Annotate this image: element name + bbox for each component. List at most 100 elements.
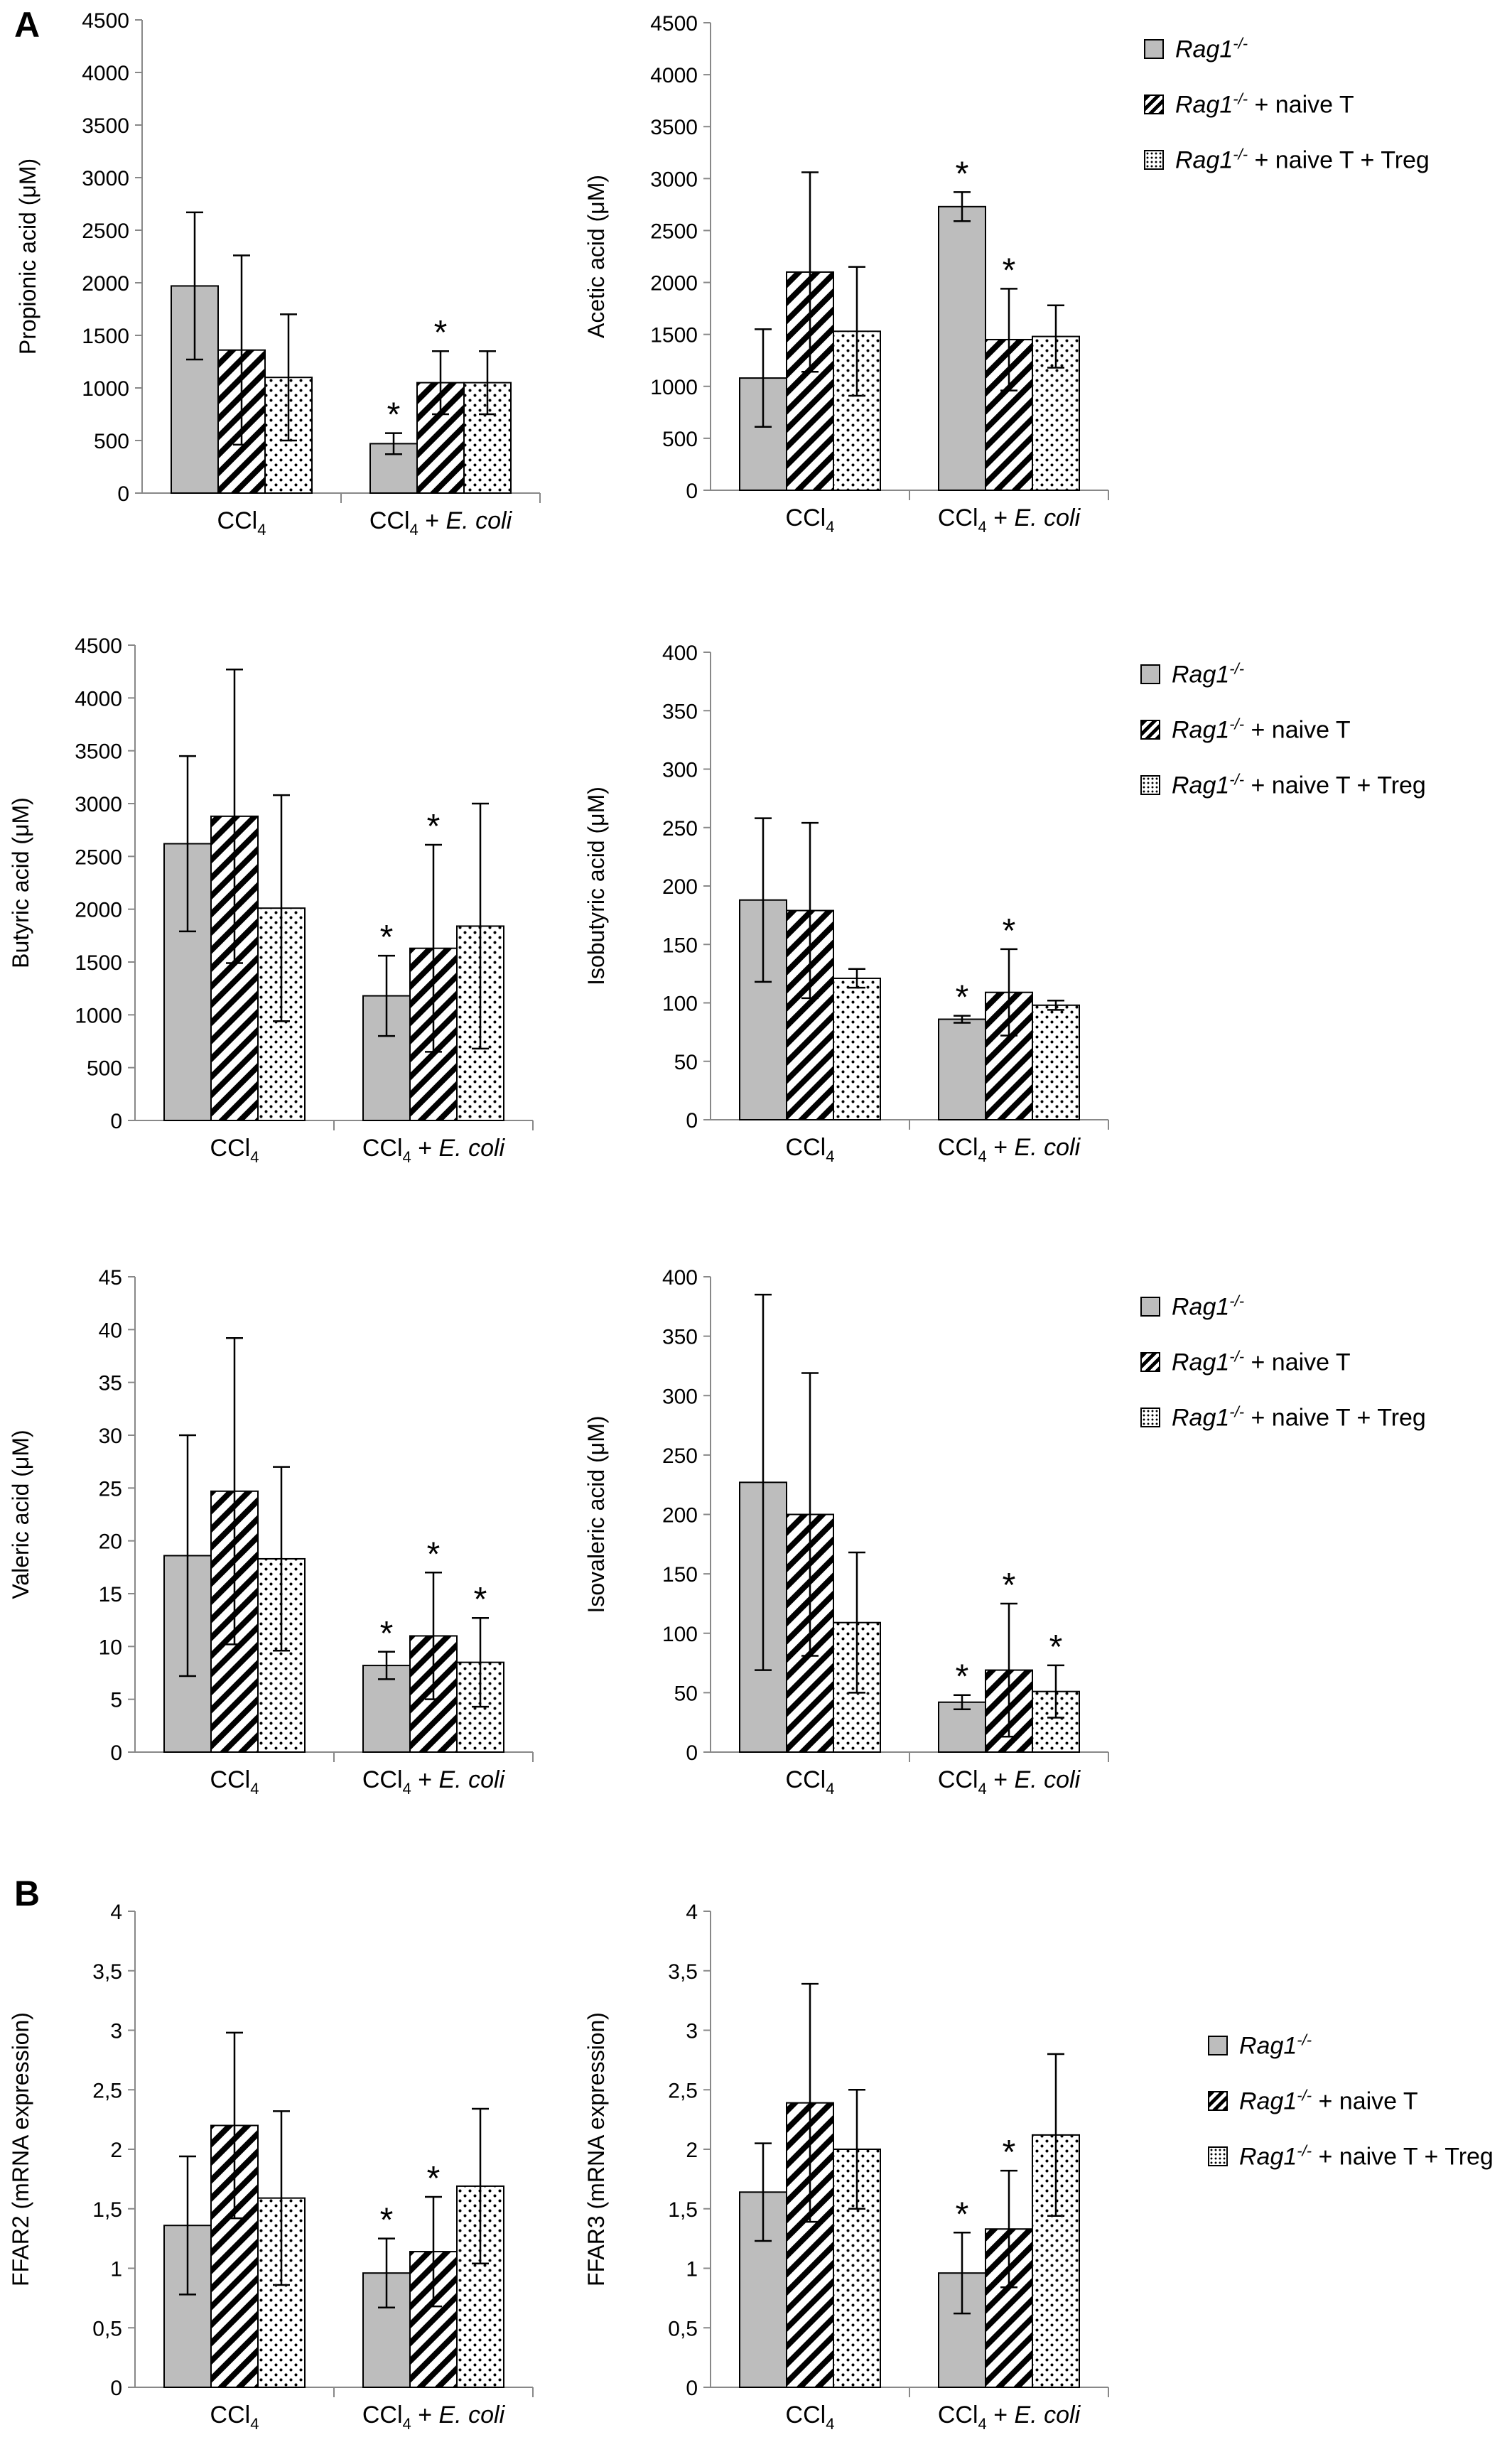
y-tick-label: 20 <box>99 1530 122 1554</box>
legend-item: Rag1-/- <box>1144 21 1430 77</box>
y-tick-label: 1500 <box>650 324 698 347</box>
bar <box>833 977 881 1120</box>
legend-label: Rag1-/- + naive T + Treg <box>1172 1403 1426 1432</box>
x-tick-label: CCl4 <box>210 2402 259 2433</box>
y-axis-title: FFAR2 (mRNA expression) <box>8 2012 33 2286</box>
legend-label: Rag1-/- + naive T <box>1172 1347 1351 1376</box>
y-tick-label: 0,5 <box>92 2317 122 2340</box>
x-tick-label: CCl4 <box>210 1766 259 1798</box>
legend-item: Rag1-/- + naive T <box>1140 1334 1426 1390</box>
y-tick-label: 500 <box>94 430 129 453</box>
legend-swatch <box>1144 94 1164 114</box>
y-tick-label: 10 <box>99 1636 122 1659</box>
legend-item: Rag1-/- <box>1140 647 1426 702</box>
legend-label: Rag1-/- <box>1239 2031 1312 2060</box>
legend: Rag1-/- Rag1-/- + naive T Rag1-/- + naive … <box>1208 2018 1494 2184</box>
legend-label: Rag1-/- + naive T + Treg <box>1175 145 1430 174</box>
significance-marker: * <box>380 2202 394 2240</box>
y-axis-title: Valeric acid (μM) <box>8 1430 33 1599</box>
y-tick-label: 4500 <box>82 9 129 33</box>
y-tick-label: 200 <box>662 875 698 899</box>
significance-marker: * <box>474 1581 487 1619</box>
x-tick-label: CCl4 <box>210 1135 259 1166</box>
y-tick-label: 2,5 <box>668 2079 698 2102</box>
y-tick-label: 4 <box>686 1901 698 1924</box>
y-axis-title: Propionic acid (μM) <box>15 158 40 355</box>
y-tick-label: 150 <box>662 934 698 957</box>
significance-marker: * <box>956 979 969 1017</box>
bar <box>257 2197 306 2389</box>
y-tick-label: 4 <box>110 1901 122 1924</box>
x-tick-label: CCl4 + E. coli <box>362 1766 506 1798</box>
x-tick-label: CCl4 + E. coli <box>362 1135 506 1166</box>
legend-item: Rag1-/- + naive T <box>1208 2073 1494 2129</box>
legend-label: Rag1-/- + naive T <box>1175 90 1354 119</box>
y-tick-label: 1 <box>110 2258 122 2281</box>
y-tick-label: 0 <box>110 1741 122 1765</box>
legend-item: Rag1-/- + naive T <box>1144 77 1430 132</box>
y-tick-label: 3500 <box>82 114 129 138</box>
y-tick-label: 3 <box>686 2020 698 2043</box>
y-tick-label: 45 <box>99 1266 122 1290</box>
y-tick-label: 350 <box>662 1326 698 1349</box>
y-tick-label: 1,5 <box>668 2198 698 2222</box>
y-tick-label: 0 <box>686 1741 698 1765</box>
y-tick-label: 1 <box>686 2258 698 2281</box>
x-tick-label: CCl4 <box>786 2402 835 2433</box>
y-tick-label: 400 <box>662 1266 698 1290</box>
y-tick-label: 3500 <box>75 740 122 764</box>
y-tick-label: 2 <box>110 2139 122 2162</box>
y-tick-label: 350 <box>662 700 698 723</box>
significance-marker: * <box>387 396 401 434</box>
y-tick-label: 2500 <box>75 845 122 869</box>
y-tick-label: 1000 <box>75 1004 122 1027</box>
legend-swatch <box>1144 150 1164 170</box>
x-tick-label: CCl4 + E. coli <box>362 2402 506 2433</box>
y-tick-label: 0 <box>110 1110 122 1133</box>
y-tick-label: 0 <box>686 2377 698 2400</box>
y-tick-label: 3000 <box>75 793 122 816</box>
y-tick-label: 0 <box>110 2377 122 2400</box>
y-tick-label: 400 <box>662 642 698 665</box>
legend-swatch <box>1208 2036 1228 2055</box>
y-tick-label: 4000 <box>650 64 698 87</box>
panel-label-a: A <box>14 5 40 45</box>
y-tick-label: 4500 <box>75 634 122 658</box>
significance-marker: * <box>1003 912 1016 950</box>
legend-item: Rag1-/- <box>1140 1279 1426 1334</box>
y-tick-label: 250 <box>662 817 698 841</box>
legend-swatch <box>1208 2091 1228 2111</box>
bar <box>1032 1004 1080 1121</box>
legend-label: Rag1-/- + naive T + Treg <box>1172 770 1426 799</box>
x-tick-label: CCl4 <box>786 1134 835 1165</box>
y-tick-label: 4000 <box>75 687 122 711</box>
y-tick-label: 25 <box>99 1477 122 1501</box>
legend-swatch <box>1208 2146 1228 2166</box>
y-tick-label: 500 <box>662 428 698 451</box>
legend-item: Rag1-/- + naive T + Treg <box>1208 2129 1494 2184</box>
y-tick-label: 2500 <box>82 220 129 243</box>
legend: Rag1-/- Rag1-/- + naive T Rag1-/- + naive … <box>1140 1279 1426 1445</box>
y-tick-label: 3500 <box>650 116 698 139</box>
legend-label: Rag1-/- <box>1172 1292 1245 1321</box>
significance-marker: * <box>956 1658 969 1696</box>
y-axis-title: Butyric acid (μM) <box>8 797 33 968</box>
y-axis-title: FFAR3 (mRNA expression) <box>583 2012 609 2286</box>
y-tick-label: 0 <box>117 482 129 506</box>
panel-label-b: B <box>14 1874 40 1913</box>
legend-swatch <box>1140 1297 1160 1317</box>
y-tick-label: 50 <box>674 1051 698 1074</box>
y-tick-label: 150 <box>662 1563 698 1587</box>
y-axis-title: Isobutyric acid (μM) <box>583 787 609 985</box>
y-tick-label: 1,5 <box>92 2198 122 2222</box>
y-tick-label: 15 <box>99 1583 122 1606</box>
y-tick-label: 300 <box>662 1385 698 1408</box>
legend-swatch <box>1140 1408 1160 1427</box>
legend-item: Rag1-/- + naive T + Treg <box>1140 1390 1426 1445</box>
x-tick-label: CCl4 + E. coli <box>938 1766 1081 1798</box>
y-axis-title: Isovaleric acid (μM) <box>583 1415 609 1613</box>
y-tick-label: 100 <box>662 993 698 1016</box>
y-tick-label: 250 <box>662 1444 698 1468</box>
